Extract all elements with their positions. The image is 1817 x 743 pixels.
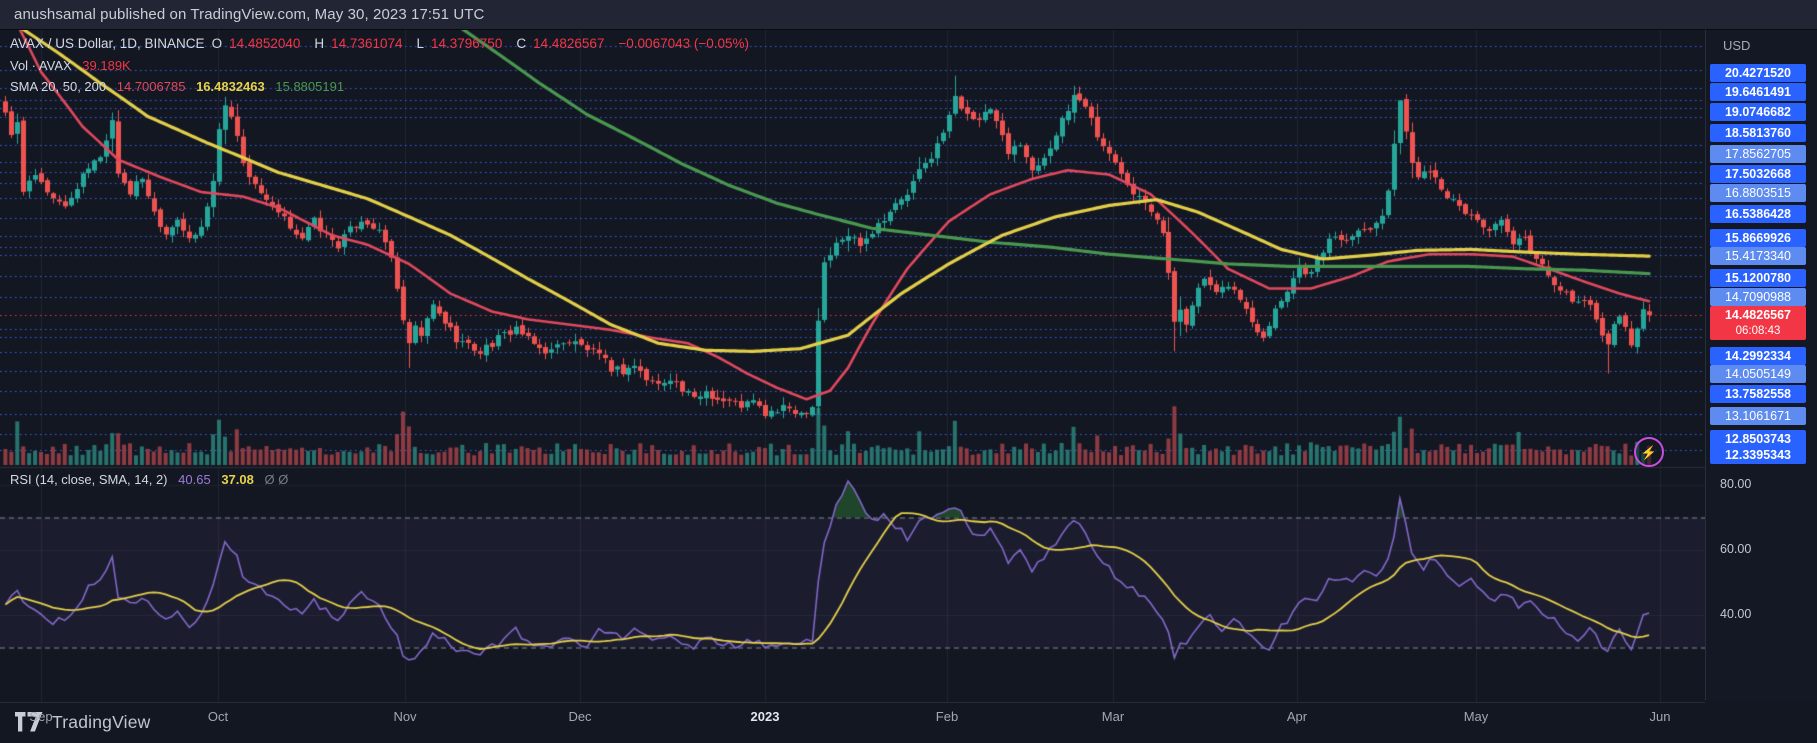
chart-canvas[interactable]	[0, 30, 1705, 702]
rsi-legend[interactable]: RSI (14, close, SMA, 14, 2) 40.65 37.08 …	[10, 472, 295, 487]
volume-label: Vol · AVAX	[10, 58, 72, 73]
symbol-title: AVAX / US Dollar, 1D, BINANCE	[10, 36, 205, 51]
price-level-label: 14.7090988	[1710, 288, 1806, 306]
price-level-label: 20.4271520	[1710, 64, 1806, 82]
rsi-empty-values: Ø Ø	[264, 472, 289, 487]
time-axis-label-2023: 2023	[750, 709, 780, 724]
time-axis-label-feb: Feb	[935, 709, 959, 724]
volume-value: 39.189K	[82, 58, 131, 73]
price-level-label: 17.5032668	[1710, 165, 1806, 183]
price-level-label: 16.5386428	[1710, 205, 1806, 223]
lightning-icon: ⚡	[1640, 444, 1658, 460]
time-axis-label-mar: Mar	[1101, 709, 1125, 724]
rsi-axis-label: 60.00	[1720, 542, 1752, 556]
price-axis[interactable]: USD 20.4271520 19.6461491 19.0746682 18.581…	[1705, 30, 1817, 700]
symbol-legend[interactable]: AVAX / US Dollar, 1D, BINANCE O 14.4852040…	[10, 36, 756, 51]
current-price-label: 14.4826567	[1724, 308, 1792, 322]
sma-legend[interactable]: SMA 20, 50, 200 14.7006785 16.4832463 15…	[10, 79, 351, 94]
sma20-value: 14.7006785	[116, 79, 186, 94]
time-axis-label-sep: Sep	[29, 709, 53, 724]
price-level-label: 16.8803515	[1710, 184, 1806, 202]
time-axis-label-oct: Oct	[207, 709, 229, 724]
time-axis-label-nov: Nov	[393, 709, 417, 724]
rsi-ma-value: 37.08	[221, 472, 254, 487]
sma50-value: 16.4832463	[196, 79, 265, 94]
price-level-label: 13.7582558	[1710, 385, 1806, 403]
price-level-label: 18.5813760	[1710, 124, 1806, 142]
axis-unit-label: USD	[1723, 38, 1751, 53]
price-level-label: 12.3395343	[1710, 446, 1806, 464]
price-level-label: 15.8669926	[1710, 229, 1806, 247]
price-level-label: 17.8562705	[1710, 145, 1806, 163]
brand-name: TradingView	[52, 711, 151, 732]
rsi-axis-label: 40.00	[1720, 607, 1752, 621]
time-axis-label-jun: Jun	[1649, 709, 1671, 724]
bar-countdown: 06:08:43	[1735, 325, 1781, 337]
publish-bar: anushsamal published on TradingView.com,…	[0, 0, 1817, 30]
ohlc-high: H 14.7361074	[314, 36, 403, 51]
boost-button[interactable]: ⚡	[1634, 437, 1664, 467]
rsi-axis-label: 80.00	[1720, 477, 1752, 491]
price-level-label: 19.0746682	[1710, 103, 1806, 121]
time-axis-label-apr: Apr	[1286, 709, 1308, 724]
ohlc-low: L 14.3796750	[416, 36, 503, 51]
current-price-block: 14.4826567 06:08:43	[1710, 306, 1806, 340]
footer-bar: TradingView	[0, 712, 1817, 743]
price-level-label: 15.1200780	[1710, 269, 1806, 287]
time-axis-label-may: May	[1463, 709, 1489, 724]
ohlc-open: O 14.4852040	[211, 36, 301, 51]
price-level-label: 14.2992334	[1710, 347, 1806, 365]
tradingview-logo-icon	[15, 712, 43, 732]
price-level-label: 12.8503743	[1710, 430, 1806, 448]
price-level-label: 13.1061671	[1710, 407, 1806, 425]
price-level-label: 14.0505149	[1710, 365, 1806, 383]
price-level-label: 19.6461491	[1710, 83, 1806, 101]
sma200-value: 15.8805191	[275, 79, 345, 94]
tradingview-logo[interactable]: TradingView	[14, 711, 151, 733]
publish-line: anushsamal published on TradingView.com,…	[14, 6, 485, 23]
rsi-label: RSI (14, close, SMA, 14, 2)	[10, 472, 168, 487]
price-level-label: 15.4173340	[1710, 247, 1806, 265]
rsi-value: 40.65	[178, 472, 211, 487]
volume-legend[interactable]: Vol · AVAX 39.189K	[10, 58, 138, 73]
sma-label: SMA 20, 50, 200	[10, 79, 107, 94]
time-axis[interactable]: Sep Oct Nov Dec 2023 Feb Mar Apr May Jun	[0, 702, 1705, 730]
time-axis-label-dec: Dec	[568, 709, 592, 724]
ohlc-close: C 14.4826567	[516, 36, 605, 51]
change-value: −0.0067043 (−0.05%)	[618, 36, 750, 51]
